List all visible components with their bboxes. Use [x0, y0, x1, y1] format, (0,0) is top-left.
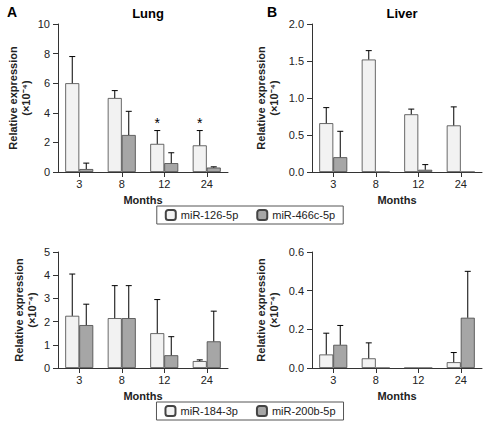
svg-text:2: 2 — [44, 316, 50, 328]
svg-text:12: 12 — [158, 374, 170, 386]
svg-text:Months: Months — [123, 194, 162, 206]
svg-text:0.0: 0.0 — [289, 166, 304, 178]
svg-text:B: B — [267, 4, 277, 20]
svg-text:1.5: 1.5 — [289, 55, 304, 67]
svg-text:miR-466c-5p: miR-466c-5p — [272, 209, 335, 221]
svg-text:24: 24 — [201, 178, 213, 190]
svg-text:3: 3 — [76, 178, 82, 190]
svg-text:0.4: 0.4 — [289, 285, 304, 297]
svg-text:Months: Months — [123, 390, 162, 402]
svg-text:1.0: 1.0 — [289, 92, 304, 104]
svg-text:A: A — [7, 4, 17, 20]
svg-text:Relative expression: Relative expression — [7, 46, 19, 150]
svg-text:Months: Months — [377, 194, 416, 206]
svg-text:*: * — [197, 115, 203, 131]
svg-text:8: 8 — [44, 48, 50, 60]
svg-text:8: 8 — [373, 178, 379, 190]
svg-text:Lung: Lung — [132, 6, 164, 21]
svg-text:miR-126-5p: miR-126-5p — [181, 209, 238, 221]
svg-text:Relative expression: Relative expression — [255, 258, 267, 362]
svg-text:6: 6 — [44, 77, 50, 89]
svg-text:0.5: 0.5 — [289, 129, 304, 141]
svg-text:8: 8 — [119, 178, 125, 190]
svg-text:Relative expression: Relative expression — [13, 258, 25, 362]
svg-text:10: 10 — [38, 18, 50, 30]
svg-text:2: 2 — [44, 136, 50, 148]
svg-text:4: 4 — [44, 269, 50, 281]
svg-text:0.2: 0.2 — [289, 323, 304, 335]
svg-text:12: 12 — [412, 374, 424, 386]
svg-text:24: 24 — [201, 374, 213, 386]
svg-text:*: * — [155, 115, 161, 131]
svg-text:3: 3 — [330, 374, 336, 386]
svg-text:miR-200b-5p: miR-200b-5p — [272, 405, 336, 417]
svg-text:(×10⁻⁴): (×10⁻⁴) — [20, 80, 32, 116]
svg-text:3: 3 — [76, 374, 82, 386]
svg-text:Relative expression: Relative expression — [255, 46, 267, 150]
svg-text:(×10⁻⁴): (×10⁻⁴) — [268, 292, 280, 328]
svg-text:3: 3 — [330, 178, 336, 190]
svg-text:0: 0 — [44, 362, 50, 374]
svg-text:Liver: Liver — [386, 6, 417, 21]
svg-text:24: 24 — [455, 178, 467, 190]
svg-text:5: 5 — [44, 246, 50, 258]
svg-text:4: 4 — [44, 107, 50, 119]
svg-text:8: 8 — [119, 374, 125, 386]
svg-text:(×10⁻⁴): (×10⁻⁴) — [268, 80, 280, 116]
svg-text:0.0: 0.0 — [289, 362, 304, 374]
svg-text:2.0: 2.0 — [289, 18, 304, 30]
svg-text:0.6: 0.6 — [289, 246, 304, 258]
svg-text:12: 12 — [158, 178, 170, 190]
svg-text:Months: Months — [377, 390, 416, 402]
svg-text:1: 1 — [44, 339, 50, 351]
svg-text:3: 3 — [44, 292, 50, 304]
svg-text:12: 12 — [412, 178, 424, 190]
svg-text:(×10⁻⁴): (×10⁻⁴) — [26, 292, 38, 328]
svg-text:8: 8 — [373, 374, 379, 386]
svg-text:24: 24 — [455, 374, 467, 386]
svg-text:miR-184-3p: miR-184-3p — [180, 405, 237, 417]
svg-text:0: 0 — [44, 166, 50, 178]
